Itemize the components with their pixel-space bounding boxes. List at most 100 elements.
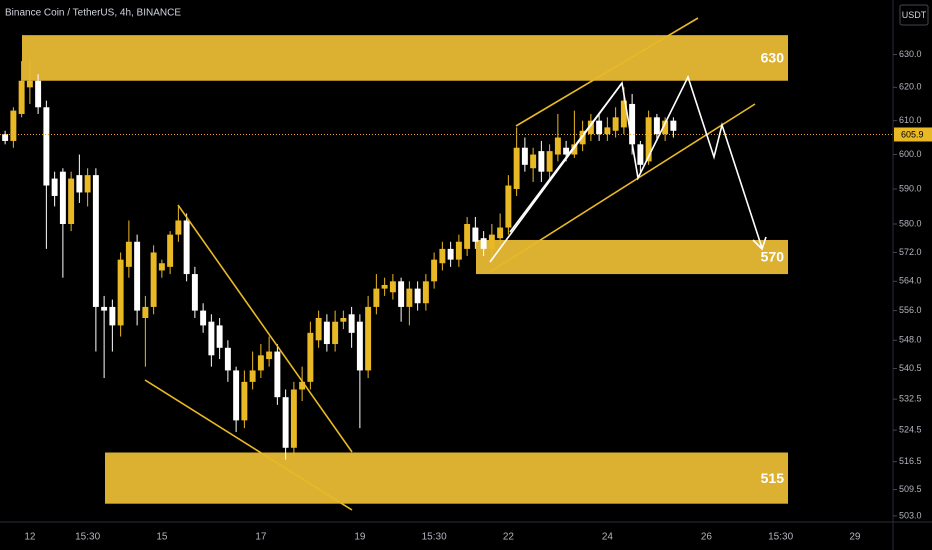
candle-body	[282, 397, 289, 448]
y-tick-label: 503.0	[899, 510, 922, 520]
y-tick-label: 556.0	[899, 305, 922, 315]
y-tick-label: 620.0	[899, 82, 922, 92]
x-tick-label: 15:30	[422, 532, 447, 543]
channel-lower	[489, 103, 756, 273]
zone	[22, 35, 788, 81]
candle-body	[662, 120, 669, 135]
candle-body	[51, 178, 58, 196]
chart-title: Binance Coin / TetherUS, 4h, BINANCE	[5, 8, 181, 19]
candle-body	[513, 147, 520, 189]
x-tick-label: 12	[24, 532, 36, 543]
candle-body	[554, 137, 561, 155]
channel-upper	[515, 17, 699, 127]
x-tick-label: 22	[503, 532, 515, 543]
candle-body	[356, 321, 363, 371]
trend-lines	[144, 17, 767, 511]
candle-body	[637, 144, 644, 165]
y-tick-label: 600.0	[899, 149, 922, 159]
candle-body	[422, 281, 429, 304]
candle-body	[257, 355, 264, 371]
candle-body	[480, 238, 487, 249]
candle-body	[175, 220, 182, 235]
candle-body	[381, 284, 388, 289]
candle-body	[389, 281, 396, 293]
candle-body	[200, 310, 207, 326]
candle-body	[645, 117, 652, 162]
y-tick-label: 610.0	[899, 115, 922, 125]
x-tick-label: 15:30	[75, 532, 100, 543]
candle-body	[59, 171, 66, 225]
candle-body	[365, 306, 372, 371]
candle-body	[191, 274, 198, 311]
y-tick-label: 548.0	[899, 335, 922, 345]
zone-label: 630	[761, 50, 785, 66]
candle-body	[670, 120, 677, 131]
y-tick-label: 509.5	[899, 484, 922, 494]
candle-body	[323, 321, 330, 345]
candle-body	[439, 248, 446, 264]
candle-body	[447, 248, 454, 260]
zone-label: 570	[761, 249, 785, 265]
y-tick-label: 590.0	[899, 183, 922, 193]
candle-body	[158, 263, 165, 271]
candle-body	[406, 288, 413, 307]
y-tick-label: 580.0	[899, 218, 922, 228]
candle-body	[348, 314, 355, 333]
candle-body	[167, 234, 174, 267]
candle-body	[18, 80, 25, 114]
candle-body	[26, 80, 33, 88]
candle-body	[472, 227, 479, 242]
y-tick-label: 572.0	[899, 247, 922, 257]
candle-body	[35, 80, 42, 108]
y-tick-label: 524.5	[899, 424, 922, 434]
candle-body	[43, 107, 50, 186]
x-tick-label: 15:30	[768, 532, 793, 543]
candle-body	[299, 381, 306, 390]
arrow-head	[752, 236, 767, 251]
candle-body	[134, 241, 141, 311]
candle-body	[233, 370, 240, 421]
candle-body	[414, 288, 421, 304]
candle-body	[587, 120, 594, 135]
wedge-lower	[144, 379, 353, 511]
impulse-line	[509, 82, 623, 233]
candle-body	[497, 227, 504, 239]
candle-body	[274, 351, 281, 398]
candle-body	[538, 151, 545, 172]
last-price-label: 605.9	[901, 129, 924, 139]
candle-body	[571, 144, 578, 155]
last-price-tag	[894, 127, 932, 142]
candle-body	[398, 281, 405, 307]
candle-body	[653, 117, 660, 135]
y-tick-label: 564.0	[899, 276, 922, 286]
candle-body	[521, 147, 528, 165]
candle-body	[563, 147, 570, 155]
candle-body	[10, 110, 17, 141]
zone	[105, 452, 788, 504]
candle-body	[373, 288, 380, 307]
candle-body	[546, 151, 553, 172]
candle-body	[604, 127, 611, 135]
candle-body	[612, 117, 619, 131]
candle-body	[530, 154, 537, 169]
x-tick-label: 26	[701, 532, 713, 543]
candle-body	[315, 317, 322, 341]
zone-label: 515	[761, 470, 785, 486]
candle-body	[464, 224, 471, 249]
candle-body	[150, 252, 157, 307]
candle-body	[455, 241, 462, 260]
candle-body	[109, 306, 116, 326]
x-tick-label: 29	[849, 532, 861, 543]
candle-body	[101, 306, 108, 311]
candle-body	[307, 332, 314, 382]
candle-body	[629, 103, 636, 145]
candle-body	[249, 370, 256, 382]
currency-button[interactable]	[899, 4, 929, 26]
candle-body	[2, 134, 9, 141]
candle-body	[241, 381, 248, 421]
y-tick-label: 532.5	[899, 393, 922, 403]
candle-body	[332, 321, 339, 345]
candle-body	[117, 259, 124, 326]
candle-body	[620, 100, 627, 128]
candle-body	[68, 178, 75, 225]
